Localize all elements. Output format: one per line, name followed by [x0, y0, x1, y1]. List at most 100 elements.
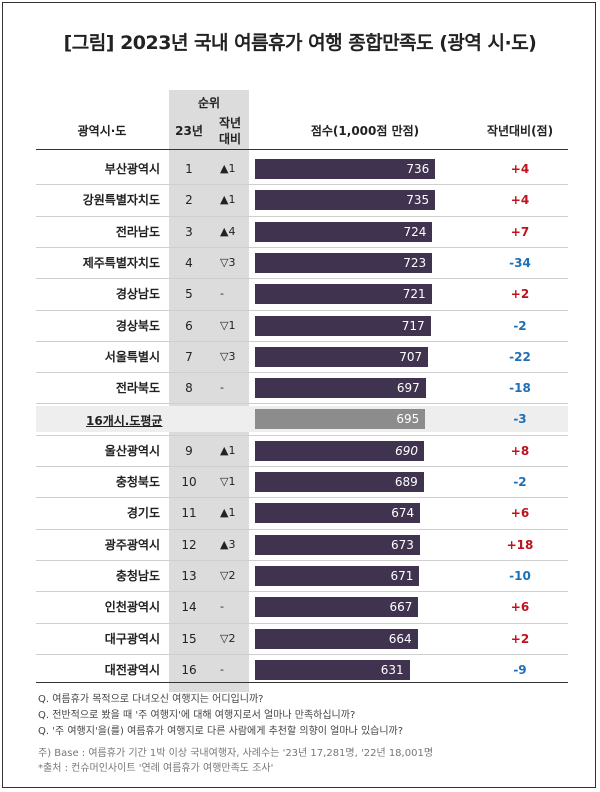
- region-label: 전라남도: [115, 224, 160, 239]
- row-divider: [36, 591, 568, 593]
- rank-change: ▲1: [220, 193, 236, 207]
- rank-value: 12: [181, 537, 197, 552]
- bar-value-label: 671: [390, 568, 414, 583]
- region-label: 전라북도: [115, 381, 160, 396]
- bar-value-label: 673: [390, 537, 414, 552]
- rank-change: ▽2: [220, 631, 236, 645]
- bar-value-label: 724: [403, 224, 427, 239]
- header-rank-yoy-line1: 작년: [218, 116, 242, 130]
- delta-value: -3: [513, 412, 527, 427]
- bar-value-label: 690: [395, 443, 418, 458]
- row-divider: [36, 403, 568, 405]
- bar-value-label: 723: [403, 255, 427, 270]
- rank-value: 11: [181, 506, 197, 521]
- region-label: 충청북도: [115, 475, 160, 489]
- row-divider: [36, 434, 568, 436]
- delta-value: +4: [510, 193, 530, 208]
- score-bar: [255, 628, 418, 649]
- rank-value: 6: [185, 318, 193, 333]
- rank-value: 4: [185, 255, 193, 270]
- note-question-1: Q. 여름휴가 목적으로 다녀오신 여행지는 어디입니까?: [38, 694, 264, 705]
- rank-change: ▲1: [220, 443, 236, 457]
- rank-change: ▲3: [220, 537, 236, 551]
- header-score: 점수(1,000점 만점): [310, 124, 420, 138]
- score-bar: [255, 284, 432, 305]
- rank-change: ▲4: [220, 224, 236, 238]
- row-divider: [36, 528, 568, 530]
- delta-value: +18: [506, 537, 534, 552]
- delta-value: -9: [513, 662, 527, 677]
- row-divider: [36, 184, 568, 186]
- region-label: 경상북도: [115, 318, 160, 333]
- row-divider: [36, 559, 568, 561]
- delta-value: +6: [510, 600, 530, 615]
- header-rank-group: 순위: [197, 96, 221, 110]
- rank-change: ▽3: [220, 255, 236, 269]
- delta-value: +2: [510, 287, 530, 302]
- bar-value-label: 674: [391, 506, 415, 521]
- score-bar: [255, 346, 429, 367]
- score-bar: [255, 503, 421, 524]
- bar-value-label: 631: [380, 662, 404, 677]
- header-region: 광역시·도: [77, 124, 127, 138]
- score-bar: [255, 221, 433, 242]
- row-divider: [36, 653, 568, 655]
- bar-value-label: 667: [389, 600, 413, 615]
- row-divider: [36, 622, 568, 624]
- rank-change: ▽2: [220, 568, 236, 582]
- score-bar: [255, 315, 431, 336]
- average-bar: [255, 409, 426, 430]
- region-label: 서울특별시: [104, 349, 160, 364]
- region-label: 강원특별자치도: [82, 193, 160, 208]
- row-divider: [36, 278, 568, 280]
- bar-value-label: 707: [399, 349, 423, 364]
- rank-value: 8: [185, 381, 193, 396]
- score-bar: [255, 597, 419, 618]
- rank-value: 5: [185, 287, 193, 302]
- rank-change: ▽1: [220, 475, 236, 488]
- rank-change: -: [220, 600, 224, 614]
- row-divider: [36, 215, 568, 217]
- bar-value-label: 664: [388, 631, 412, 646]
- score-bar: [255, 252, 433, 273]
- note-source: *출처 : 컨슈머인사이트 '연례 여름휴가 여행만족도 조사': [38, 763, 274, 774]
- row-divider: [36, 246, 568, 248]
- delta-value: -22: [509, 349, 531, 364]
- note-base: 주) Base : 여름휴가 기간 1박 이상 국내여행자, 사례수는 '23년…: [38, 748, 434, 759]
- rank-change: ▲1: [220, 162, 236, 175]
- header-rank-23: 23년: [175, 124, 203, 138]
- bar-value-label: 735: [406, 193, 430, 208]
- bar-value-label: 689: [394, 475, 418, 489]
- region-label: 울산광역시: [104, 443, 160, 458]
- rank-change: -: [220, 662, 224, 676]
- note-question-2: Q. 전반적으로 봤을 때 '주 여행지'에 대해 여행지로서 얼마나 만족하십…: [38, 710, 356, 721]
- region-label: 제주특별자치도: [82, 255, 160, 270]
- score-bar: [255, 440, 424, 461]
- row-divider: [36, 372, 568, 374]
- region-label: 부산광역시: [104, 162, 160, 176]
- score-bar: [255, 159, 436, 179]
- region-label: 대구광역시: [104, 631, 160, 646]
- score-bar: [255, 378, 426, 399]
- region-label: 광주광역시: [104, 537, 160, 552]
- rank-value: 1: [185, 162, 193, 176]
- delta-value: +4: [510, 162, 530, 176]
- row-divider: [36, 497, 568, 499]
- average-row-label: 16개시.도평균: [86, 414, 163, 429]
- note-question-3: Q. '주 여행지'을(를) 여름휴가 여행지로 다른 사람에게 추천할 의향이…: [38, 726, 404, 737]
- delta-value: +8: [510, 443, 530, 458]
- rank-value: 7: [185, 349, 193, 364]
- rank-value: 10: [181, 475, 197, 489]
- rank-change: ▲1: [220, 506, 236, 520]
- rank-value: 3: [185, 224, 193, 239]
- header-delta: 작년대비(점): [486, 124, 554, 138]
- delta-value: +7: [510, 224, 530, 239]
- rank-value: 16: [181, 662, 197, 677]
- region-label: 인천광역시: [104, 600, 160, 615]
- footer-divider: [36, 682, 568, 683]
- rank-change: -: [220, 287, 224, 301]
- bar-value-label: 736: [406, 162, 430, 176]
- delta-value: -18: [509, 381, 531, 396]
- row-divider: [36, 340, 568, 342]
- header-rank-yoy-line2: 대비: [218, 132, 242, 146]
